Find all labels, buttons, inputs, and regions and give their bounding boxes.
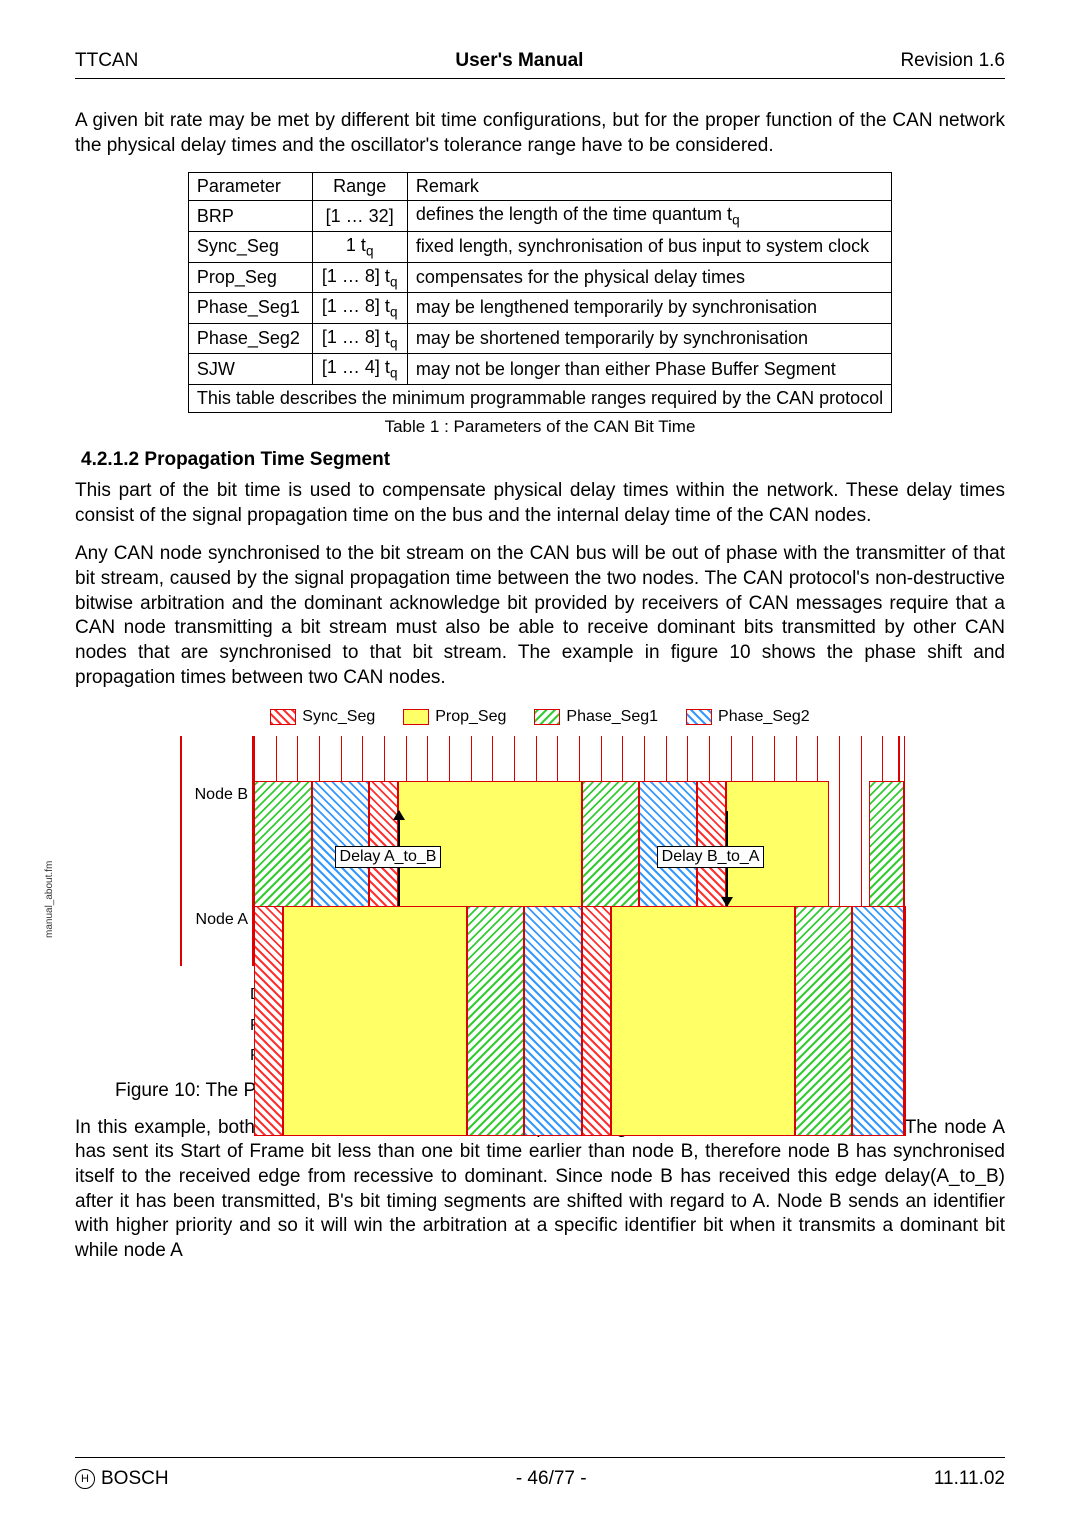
phase2-segment [524,906,582,1136]
section-heading: 4.2.1.2 Propagation Time Segment [81,449,1005,471]
sync-segment [254,906,283,1136]
col-remark: Remark [407,173,891,201]
paragraph-4: In this example, both nodes A and B are … [75,1116,1005,1264]
footer-brand: HBOSCH [75,1468,169,1490]
header-center: User's Manual [455,50,583,72]
parameters-table: Parameter Range Remark BRP[1 … 32]define… [188,172,892,413]
phase2-segment [852,906,904,1136]
side-filename: manual_about.fm [44,861,55,938]
phase1-segment [467,906,525,1136]
table-footnote: This table describes the minimum program… [188,384,891,412]
delay-label-ba: Delay B_to_A [657,846,765,868]
footer-page: - 46/77 - [516,1468,587,1490]
table-header-row: Parameter Range Remark [188,173,891,201]
table-caption: Table 1 : Parameters of the CAN Bit Time [75,417,1005,437]
bosch-logo-icon: H [75,1469,95,1489]
page-footer: HBOSCH - 46/77 - 11.11.02 [75,1457,1005,1490]
paragraph-3: Any CAN node synchronised to the bit str… [75,542,1005,690]
table-row: Phase_Seg2[1 … 8] tqmay be shortened tem… [188,323,891,354]
prop-segment [611,906,795,1136]
sync-segment [582,906,611,1136]
phase-seg1-swatch [534,709,560,725]
table-row: Prop_Seg[1 … 8] tqcompensates for the ph… [188,262,891,293]
phase-seg2-swatch [686,709,712,725]
sync-segment [904,906,906,1136]
col-range: Range [312,173,407,201]
paragraph-2: This part of the bit time is used to com… [75,479,1005,528]
timing-chart: Node B Node A Delay A_to_B Delay B_to_A [180,736,900,966]
table-row: SJW[1 … 4] tqmay not be longer than eith… [188,354,891,385]
node-a-label: Node A [182,911,248,929]
phase1-segment [795,906,853,1136]
node-b-label: Node B [182,786,248,804]
table-row: Sync_Seg1 tqfixed length, synchronisatio… [188,231,891,262]
delay-label-ab: Delay A_to_B [335,846,442,868]
prop-segment [283,906,467,1136]
figure-legend: Sync_Seg Prop_Seg Phase_Seg1 Phase_Seg2 [180,708,900,726]
sync-seg-swatch [270,709,296,725]
table-row: BRP[1 … 32]defines the length of the tim… [188,201,891,232]
header-right: Revision 1.6 [900,50,1005,72]
header-left: TTCAN [75,50,138,72]
prop-seg-swatch [403,709,429,725]
page-header: TTCAN User's Manual Revision 1.6 [75,50,1005,79]
table-row: Phase_Seg1[1 … 8] tqmay be lengthened te… [188,293,891,324]
figure-10: Sync_Seg Prop_Seg Phase_Seg1 Phase_Seg2 … [180,708,900,1071]
col-parameter: Parameter [188,173,312,201]
footer-date: 11.11.02 [934,1468,1005,1490]
intro-paragraph: A given bit rate may be met by different… [75,109,1005,158]
